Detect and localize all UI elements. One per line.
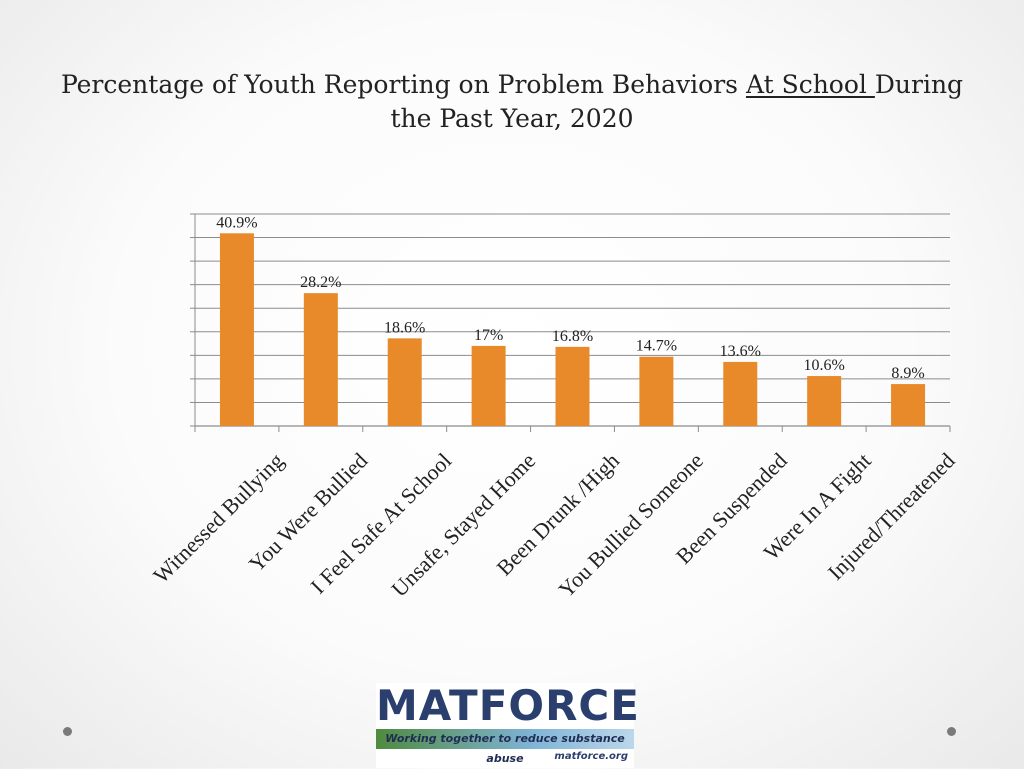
category-label: I Feel Safe At School <box>306 448 457 599</box>
bar <box>807 376 842 426</box>
data-label: 18.6% <box>384 319 425 336</box>
data-label: 8.9% <box>891 365 924 382</box>
data-label: 28.2% <box>300 274 341 291</box>
bar <box>555 346 590 426</box>
title-part-2: During the Past Year, 2020 <box>390 70 964 133</box>
slide-dot-left <box>63 727 72 736</box>
logo-wordmark: MATFORCE <box>376 681 640 730</box>
logo-tagline: Working together to reduce substance abu… <box>376 729 634 765</box>
chart-title: Percentage of Youth Reporting on Problem… <box>40 68 984 136</box>
title-underlined: At School <box>745 70 875 99</box>
matforce-logo: MATFORCE Working together to reduce subs… <box>376 681 640 768</box>
data-label: 10.6% <box>804 357 845 374</box>
bar <box>219 233 254 426</box>
data-label: 13.6% <box>720 343 761 360</box>
bar <box>471 345 506 426</box>
data-label: 40.9% <box>216 214 257 231</box>
logo-url: matforce.org <box>554 751 628 762</box>
data-label: 14.7% <box>636 338 677 355</box>
category-label: Unsafe, Stayed Home <box>386 448 540 602</box>
bar <box>891 384 926 426</box>
slide-dot-right <box>947 727 956 736</box>
bar <box>723 361 758 426</box>
title-part-1: Percentage of Youth Reporting on Problem… <box>60 70 739 99</box>
data-label: 16.8% <box>552 328 593 345</box>
category-label: You Bullied Someone <box>554 448 708 602</box>
bar <box>639 356 674 426</box>
data-label: 17% <box>474 327 503 344</box>
bar <box>303 293 338 426</box>
bar <box>387 338 422 426</box>
